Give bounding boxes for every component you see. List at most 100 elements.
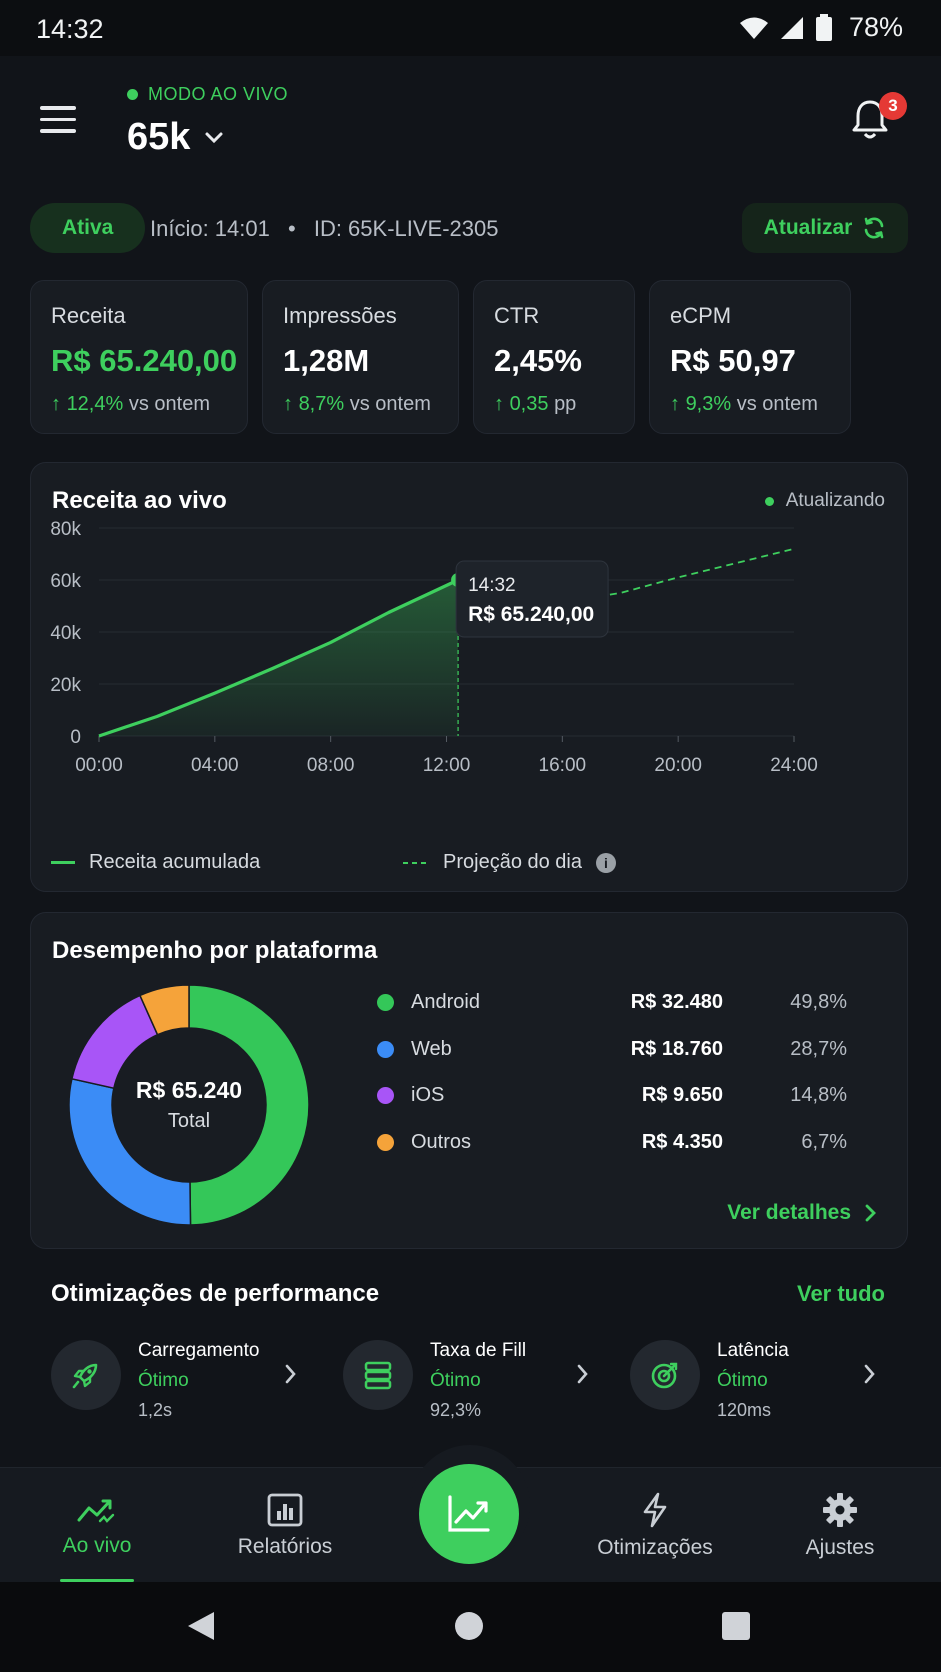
platform-card: Desempenho por plataforma R$ 65.240 Tota… bbox=[30, 912, 908, 1249]
legend-projection: Projeção do dia i bbox=[403, 851, 616, 874]
chevron-right-icon bbox=[577, 1364, 588, 1384]
kpi-value: R$ 50,97 bbox=[670, 343, 796, 378]
kpi-value: 1,28M bbox=[283, 343, 370, 378]
opt-item-latency[interactable]: Latência Ótimo 120ms bbox=[630, 1340, 880, 1420]
platform-row-ios[interactable]: iOS R$ 9.650 14,8% bbox=[377, 1078, 877, 1112]
kpi-delta-suffix: vs ontem bbox=[349, 393, 431, 415]
x-tick-label: 04:00 bbox=[191, 755, 239, 776]
opt-status: Ótimo bbox=[138, 1370, 189, 1391]
home-icon[interactable] bbox=[455, 1612, 483, 1640]
see-all-link[interactable]: Ver tudo bbox=[796, 1281, 885, 1306]
opt-item-loading[interactable]: Carregamento Ótimo 1,2s bbox=[51, 1340, 301, 1420]
y-tick-label: 60k bbox=[50, 571, 81, 592]
opt-name: Latência bbox=[717, 1340, 789, 1361]
rocket-icon bbox=[51, 1340, 121, 1410]
y-tick-label: 80k bbox=[50, 519, 81, 540]
donut-total-label: Total bbox=[167, 1110, 211, 1132]
legend-dot-icon bbox=[377, 1041, 394, 1058]
nav-label: Ao vivo bbox=[62, 1533, 132, 1557]
nav-item-reports[interactable]: Relatórios bbox=[210, 1468, 360, 1583]
battery-icon bbox=[815, 13, 832, 41]
series-line-actual bbox=[98, 578, 459, 738]
legend-solid-line-icon bbox=[51, 860, 75, 864]
opt-item-fill-rate[interactable]: Taxa de Fill Ótimo 92,3% bbox=[343, 1340, 593, 1420]
x-tick-label: 12:00 bbox=[423, 755, 471, 776]
donut-slice-android[interactable] bbox=[188, 984, 310, 1226]
session-info: Início: 14:01 • ID: 65K-LIVE-2305 bbox=[150, 216, 499, 242]
opt-metric: 120ms bbox=[717, 1400, 772, 1420]
info-icon[interactable]: i bbox=[595, 852, 616, 873]
platform-row-outros[interactable]: Outros R$ 4.350 6,7% bbox=[377, 1125, 877, 1159]
kpi-delta-value: 0,35 bbox=[509, 393, 549, 415]
revenue-line-chart[interactable]: 0 20k 40k 60k 80k 00:00 04:00 08:00 12:00 16:00 20… bbox=[31, 463, 909, 893]
kpi-card-impressions[interactable]: Impressões 1,28M ↑ 8,7% vs ontem bbox=[262, 280, 459, 434]
back-icon[interactable] bbox=[186, 1610, 216, 1642]
nav-item-live[interactable]: Ao vivo bbox=[40, 1468, 154, 1583]
opt-metric: 92,3% bbox=[430, 1400, 482, 1420]
y-tick-label: 20k bbox=[50, 675, 81, 696]
platform-value: R$ 18.760 bbox=[630, 1038, 723, 1060]
legend-dot-icon bbox=[377, 994, 394, 1011]
arrow-up-icon: ↑ bbox=[670, 393, 686, 415]
menu-icon[interactable] bbox=[40, 106, 76, 136]
donut-center: R$ 65.240 Total bbox=[69, 985, 309, 1225]
kpi-delta-value: 9,3% bbox=[685, 393, 732, 415]
notification-badge: 3 bbox=[879, 92, 907, 120]
status-bar: 14:32 78% bbox=[0, 0, 941, 56]
live-revenue-card: Receita ao vivo Atualizando 0 20k 40k 60k 80… bbox=[30, 462, 908, 892]
platform-row-android[interactable]: Android R$ 32.480 49,8% bbox=[377, 985, 877, 1019]
platform-name: Android bbox=[411, 991, 480, 1013]
bar-chart-icon bbox=[267, 1493, 303, 1526]
nav-item-settings[interactable]: Ajustes bbox=[780, 1468, 900, 1583]
opt-status: Ótimo bbox=[717, 1370, 768, 1391]
legend-projection-label: Projeção do dia bbox=[443, 851, 582, 873]
session-separator: • bbox=[288, 216, 296, 241]
x-tick-label: 16:00 bbox=[539, 755, 587, 776]
chart-up-icon bbox=[448, 1495, 490, 1532]
kpi-card-ctr[interactable]: CTR 2,45% ↑ 0,35 pp bbox=[473, 280, 635, 434]
refresh-button[interactable]: Atualizar bbox=[742, 203, 908, 253]
platform-pct: 28,7% bbox=[790, 1038, 847, 1060]
session-id: ID: 65K-LIVE-2305 bbox=[313, 216, 499, 241]
fab-chart-button[interactable] bbox=[419, 1464, 519, 1564]
platform-name: Web bbox=[411, 1038, 452, 1060]
kpi-delta-suffix: vs ontem bbox=[128, 393, 210, 415]
legend-dot-icon bbox=[377, 1134, 394, 1151]
donut-slice-outros[interactable] bbox=[138, 984, 190, 1036]
platform-value: R$ 9.650 bbox=[641, 1084, 723, 1106]
details-link[interactable]: Ver detalhes bbox=[727, 1201, 877, 1225]
platform-pct: 6,7% bbox=[801, 1131, 847, 1153]
donut-total-value: R$ 65.240 bbox=[135, 1077, 243, 1103]
nav-item-optimizations[interactable]: Otimizações bbox=[580, 1468, 730, 1583]
platform-row-web[interactable]: Web R$ 18.760 28,7% bbox=[377, 1032, 877, 1066]
server-icon bbox=[343, 1340, 413, 1410]
opt-name: Carregamento bbox=[138, 1340, 260, 1361]
legend-actual-label: Receita acumulada bbox=[89, 851, 261, 873]
platform-donut[interactable]: R$ 65.240 Total bbox=[68, 984, 310, 1226]
live-dot-icon bbox=[127, 89, 138, 100]
platform-title: Desempenho por plataforma bbox=[52, 937, 378, 964]
status-time: 14:32 bbox=[36, 14, 104, 44]
kpi-card-ecpm[interactable]: eCPM R$ 50,97 ↑ 9,3% vs ontem bbox=[649, 280, 851, 434]
account-selector[interactable]: 65k bbox=[127, 116, 224, 159]
updating-indicator: Atualizando bbox=[764, 490, 885, 512]
opt-status: Ótimo bbox=[430, 1370, 481, 1391]
kpi-delta-suffix: pp bbox=[554, 393, 577, 415]
details-label: Ver detalhes bbox=[727, 1201, 851, 1224]
optimizations-title: Otimizações de performance bbox=[51, 1280, 380, 1307]
status-dot-icon bbox=[764, 496, 774, 506]
kpi-row: Receita R$ 65.240,00 ↑ 12,4% vs ontem Im… bbox=[30, 280, 908, 434]
live-mode-label: MODO AO VIVO bbox=[148, 84, 289, 104]
updating-label: Atualizando bbox=[785, 490, 885, 511]
recents-icon[interactable] bbox=[722, 1612, 750, 1640]
opt-text: Taxa de Fill Ótimo 92,3% bbox=[430, 1340, 526, 1421]
legend-actual: Receita acumulada bbox=[51, 851, 260, 874]
bell-icon[interactable] bbox=[847, 96, 893, 142]
y-tick-label: 0 bbox=[70, 727, 81, 748]
kpi-delta: ↑ 8,7% vs ontem bbox=[283, 393, 438, 416]
donut-slice-web[interactable] bbox=[68, 1077, 192, 1226]
nav-active-indicator bbox=[60, 1579, 134, 1582]
kpi-card-revenue[interactable]: Receita R$ 65.240,00 ↑ 12,4% vs ontem bbox=[30, 280, 248, 434]
legend-dot-icon bbox=[377, 1087, 394, 1104]
battery-level: 78% bbox=[848, 12, 903, 42]
